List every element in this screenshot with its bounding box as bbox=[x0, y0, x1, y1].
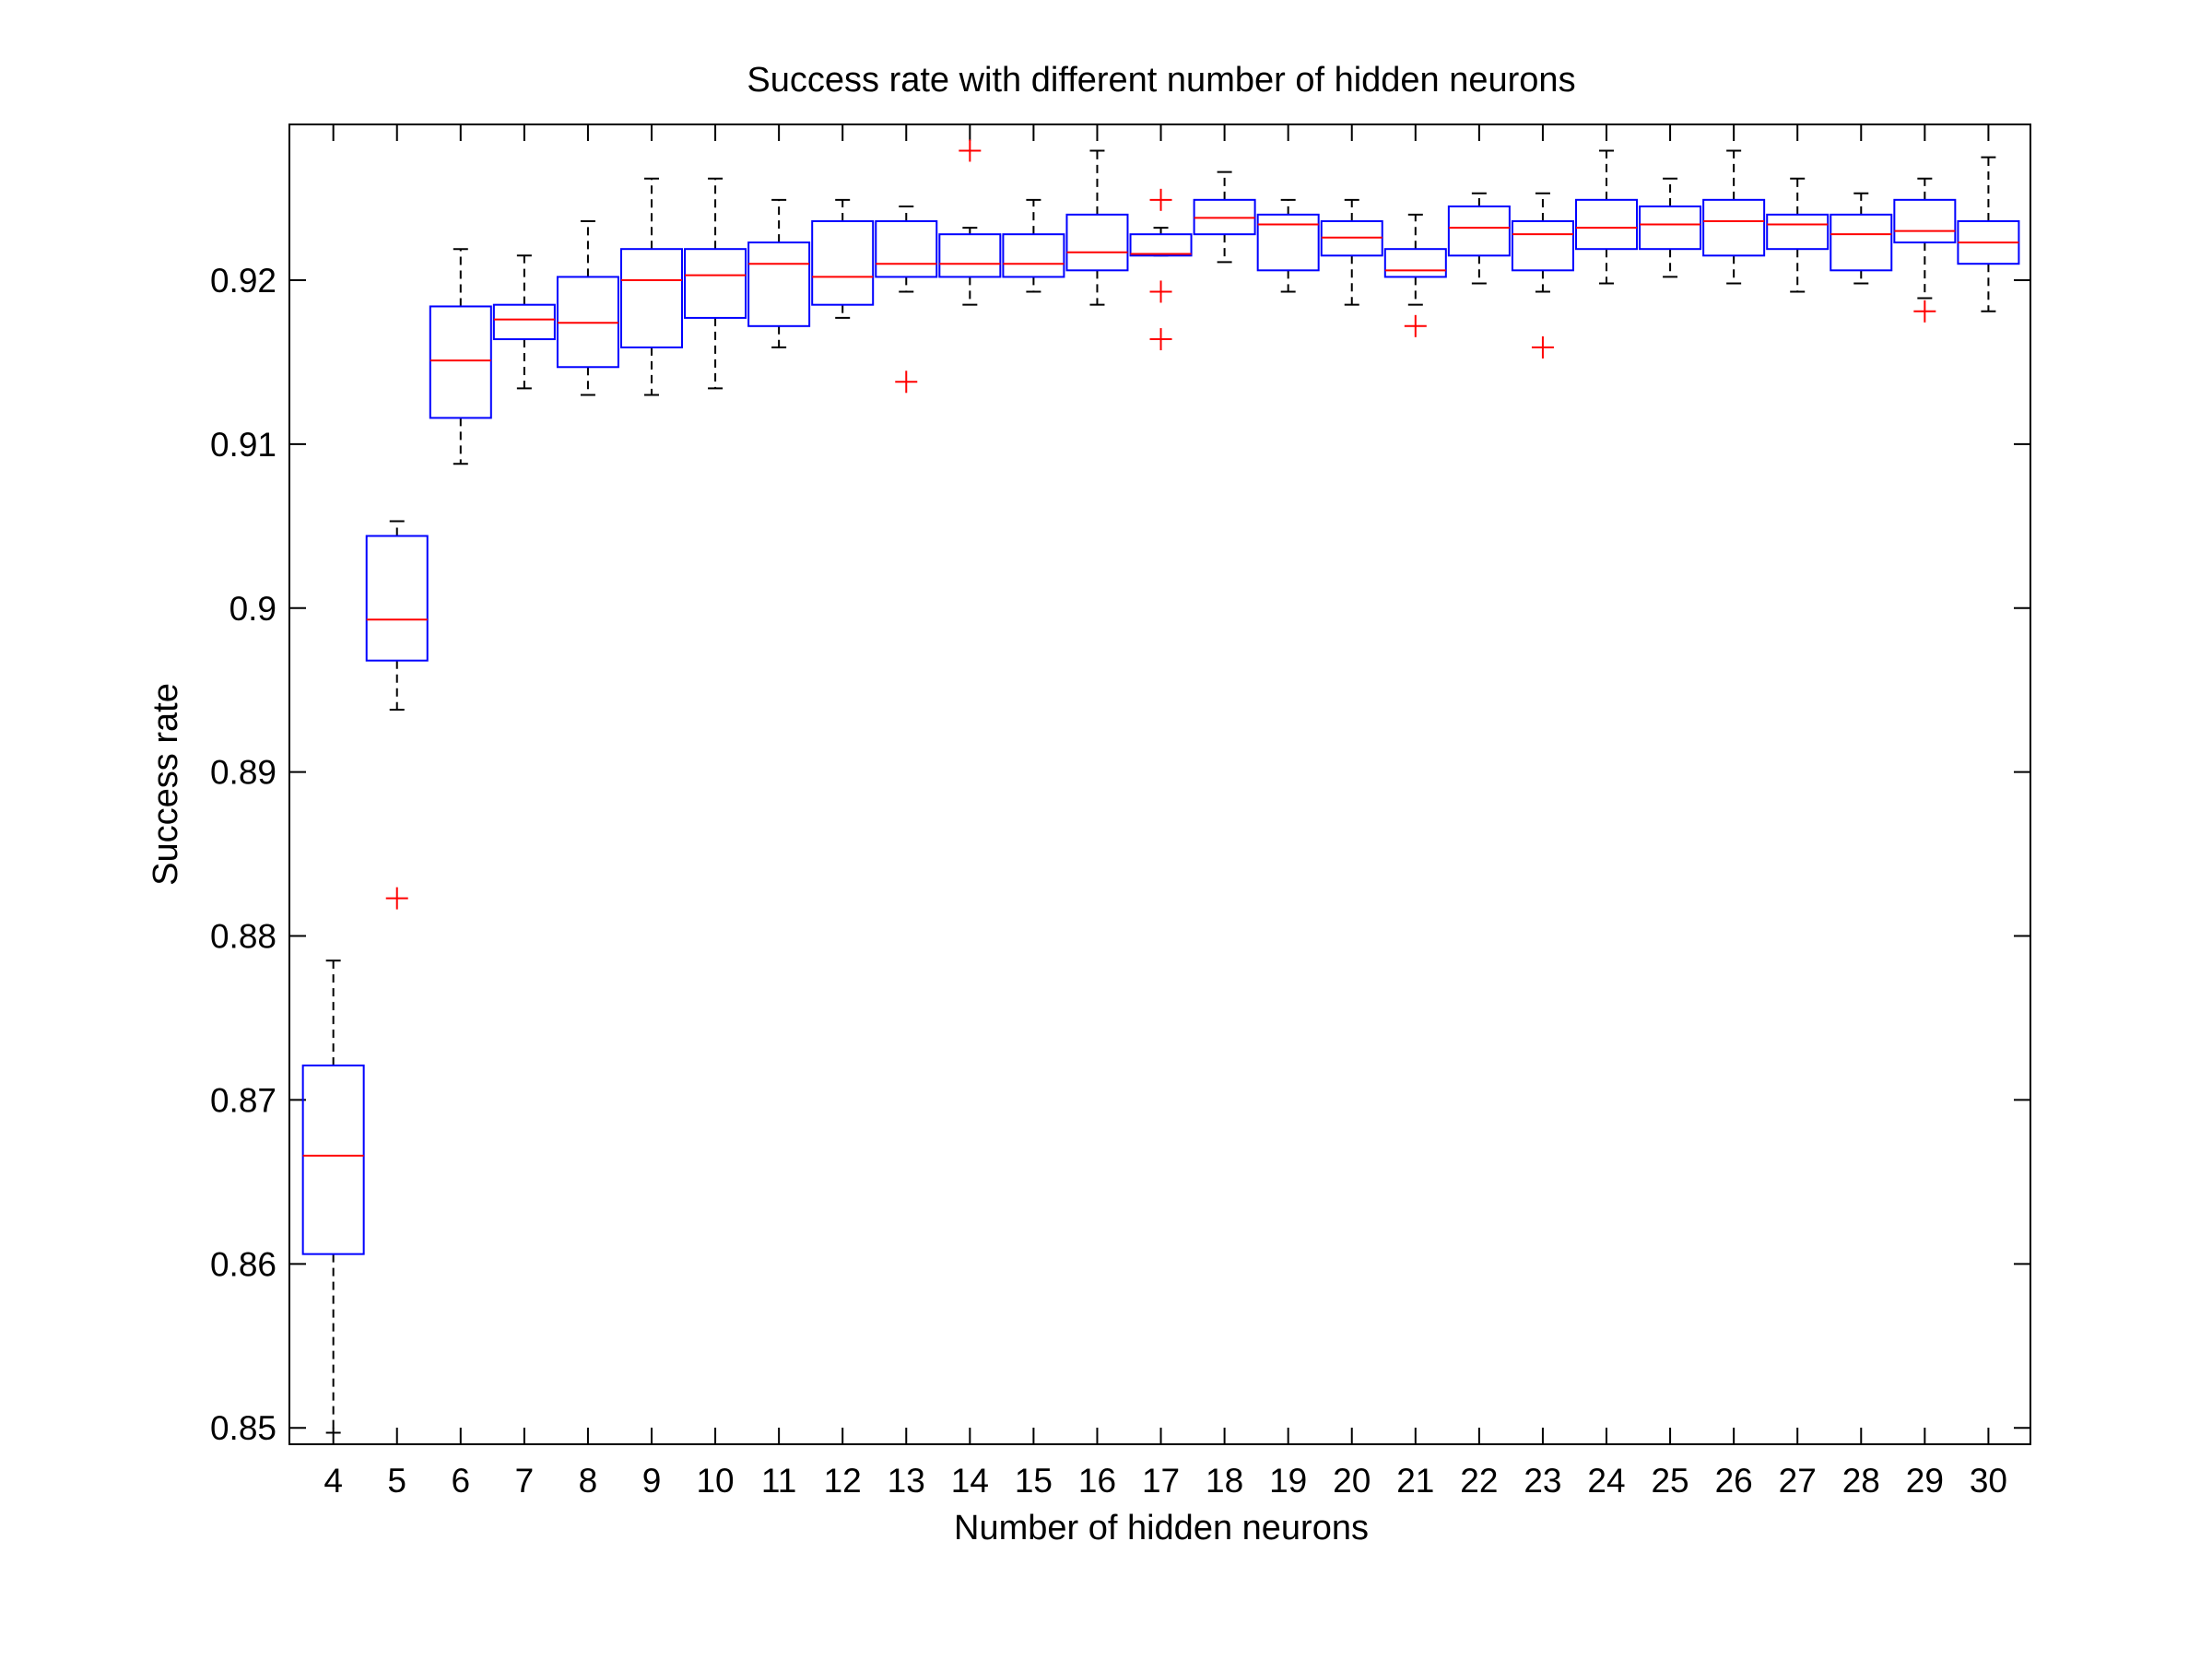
y-tick-label: 0.9 bbox=[229, 590, 276, 628]
x-tick-label: 28 bbox=[1842, 1462, 1880, 1500]
box-iqr bbox=[1002, 233, 1065, 278]
x-tick-label: 5 bbox=[387, 1462, 406, 1500]
box-iqr bbox=[1893, 198, 1957, 244]
x-tick-label: 13 bbox=[888, 1462, 925, 1500]
box-iqr bbox=[811, 219, 875, 306]
box-iqr bbox=[619, 248, 683, 348]
x-tick-label: 4 bbox=[324, 1462, 343, 1500]
x-tick-label: 29 bbox=[1906, 1462, 1944, 1500]
x-tick-label: 21 bbox=[1396, 1462, 1434, 1500]
box-iqr bbox=[1447, 205, 1511, 257]
x-tick-label: 16 bbox=[1078, 1462, 1116, 1500]
x-tick-label: 19 bbox=[1269, 1462, 1307, 1500]
box-iqr bbox=[1065, 213, 1129, 272]
box-iqr bbox=[1129, 233, 1193, 257]
x-tick-label: 6 bbox=[452, 1462, 471, 1500]
x-tick-label: 17 bbox=[1142, 1462, 1180, 1500]
x-tick-label: 27 bbox=[1779, 1462, 1817, 1500]
chart-title: Success rate with different number of hi… bbox=[747, 61, 1575, 100]
box-iqr bbox=[684, 248, 747, 319]
x-tick-label: 20 bbox=[1333, 1462, 1371, 1500]
box-iqr bbox=[1830, 213, 1893, 272]
box-iqr bbox=[492, 303, 556, 341]
x-tick-label: 8 bbox=[579, 1462, 598, 1500]
box-iqr bbox=[1766, 213, 1830, 251]
box-iqr bbox=[301, 1065, 365, 1255]
box-iqr bbox=[747, 241, 811, 327]
box-iqr bbox=[1383, 248, 1447, 278]
x-tick-label: 11 bbox=[761, 1462, 796, 1500]
x-tick-label: 10 bbox=[696, 1462, 734, 1500]
x-axis-label: Number of hidden neurons bbox=[954, 1509, 1369, 1547]
x-tick-label: 14 bbox=[951, 1462, 989, 1500]
box-iqr bbox=[1511, 219, 1574, 272]
y-axis-label: Success rate bbox=[147, 683, 185, 886]
y-tick-label: 0.88 bbox=[210, 918, 276, 956]
x-tick-label: 7 bbox=[515, 1462, 535, 1500]
x-tick-label: 24 bbox=[1587, 1462, 1625, 1500]
y-tick-label: 0.92 bbox=[210, 262, 276, 300]
y-tick-label: 0.89 bbox=[210, 754, 276, 792]
x-tick-label: 23 bbox=[1524, 1462, 1561, 1500]
box-iqr bbox=[938, 233, 1002, 278]
x-tick-label: 30 bbox=[1970, 1462, 2007, 1500]
x-tick-label: 15 bbox=[1015, 1462, 1053, 1500]
axes-frame bbox=[288, 124, 2031, 1445]
box-iqr bbox=[365, 535, 429, 662]
x-tick-label: 12 bbox=[824, 1462, 862, 1500]
y-tick-label: 0.87 bbox=[210, 1081, 276, 1119]
y-tick-label: 0.91 bbox=[210, 426, 276, 464]
box-iqr bbox=[1575, 198, 1639, 251]
box-iqr bbox=[1702, 198, 1766, 257]
x-tick-label: 22 bbox=[1460, 1462, 1498, 1500]
x-tick-label: 9 bbox=[642, 1462, 662, 1500]
x-tick-label: 18 bbox=[1206, 1462, 1243, 1500]
box-iqr bbox=[1639, 205, 1702, 251]
box-iqr bbox=[1256, 213, 1320, 272]
y-tick-label: 0.86 bbox=[210, 1245, 276, 1283]
x-tick-label: 25 bbox=[1651, 1462, 1688, 1500]
plot-area: 0.85 0.86 0.87 0.88 0.89 0.9 0.91 0.92 4 5 6 7 8 9 10 1… bbox=[210, 124, 2030, 1500]
box-iqr bbox=[875, 219, 938, 278]
y-tick-label: 0.85 bbox=[210, 1409, 276, 1447]
box-iqr bbox=[429, 305, 492, 419]
x-tick-label: 26 bbox=[1715, 1462, 1753, 1500]
